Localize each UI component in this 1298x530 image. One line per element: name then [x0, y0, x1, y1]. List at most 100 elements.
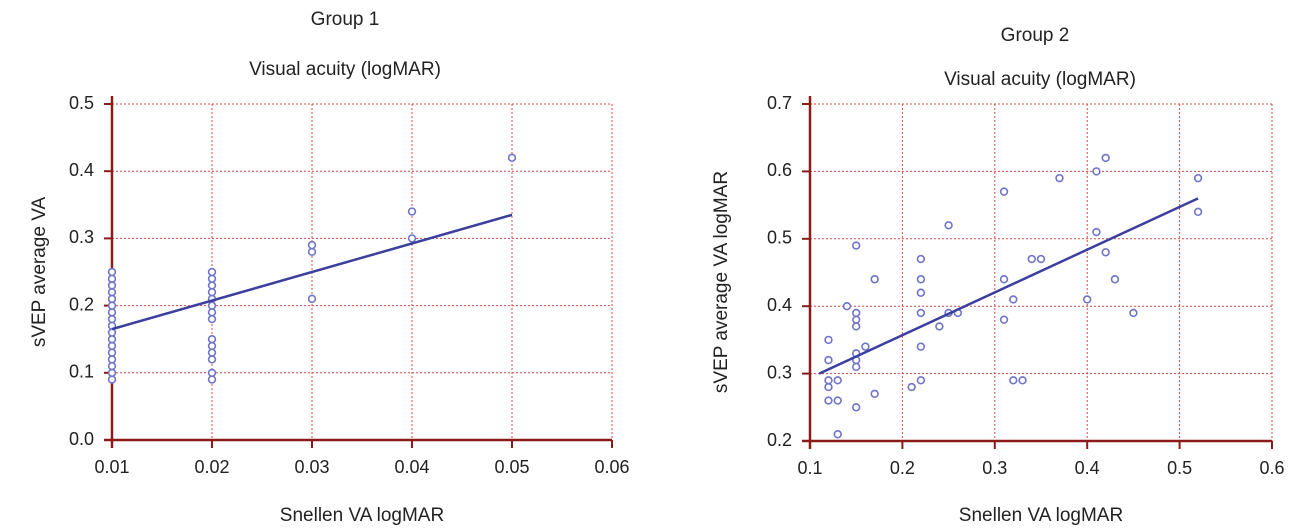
- x-tick-label: 0.05: [494, 457, 529, 477]
- scatter-point: [1018, 376, 1027, 385]
- y-axis-title: sVEP average VA logMAR: [711, 171, 732, 393]
- scatter-point: [207, 274, 217, 283]
- scatter-point: [107, 314, 117, 324]
- scatter-point: [107, 361, 117, 371]
- scatter-point: [851, 315, 861, 324]
- scatter-point: [107, 355, 117, 364]
- scatter-point: [207, 341, 217, 351]
- scatter-point: [107, 274, 117, 283]
- scatter-point: [107, 301, 117, 310]
- x-axis-title: Snellen VA logMAR: [280, 505, 444, 526]
- scatter-point: [916, 275, 926, 284]
- scatter-point: [107, 335, 117, 344]
- x-axis-title: Snellen VA logMAR: [959, 505, 1123, 526]
- scatter-point: [1193, 173, 1203, 183]
- scatter-point: [1110, 275, 1120, 284]
- y-tick-label: 0.6: [767, 160, 792, 180]
- scatter-point: [1082, 295, 1092, 304]
- scatter-point: [207, 335, 217, 344]
- scatter-point: [1092, 227, 1101, 237]
- scatter-point: [207, 308, 217, 317]
- scatter-point: [916, 308, 926, 318]
- y-tick-label: 0.7: [767, 93, 792, 113]
- scatter-point: [107, 328, 117, 337]
- x-tick-label: 0.5: [1167, 458, 1192, 478]
- scatter-point: [935, 322, 944, 331]
- x-tick-label: 0.03: [294, 457, 329, 477]
- scatter-point: [824, 376, 833, 385]
- scatter-point: [851, 308, 861, 318]
- scatter-point: [107, 348, 117, 357]
- scatter-point: [107, 368, 117, 377]
- scatter-point: [824, 355, 833, 365]
- y-tick-label: 0.3: [767, 362, 792, 382]
- scatter-point: [307, 294, 317, 304]
- scatter-point: [1027, 254, 1036, 264]
- scatter-point: [916, 342, 926, 351]
- x-tick-label: 0.02: [194, 457, 229, 477]
- y-tick-label: 0.5: [767, 228, 792, 248]
- scatter-point: [999, 187, 1009, 196]
- y-axis-title: sVEP average VA: [29, 197, 50, 348]
- scatter-point: [824, 382, 833, 392]
- scatter-point: [207, 287, 217, 297]
- x-tick-label: 0.01: [94, 457, 129, 477]
- scatter-point: [833, 430, 842, 439]
- x-tick-label: 0.3: [982, 458, 1007, 478]
- chart-subtitle: Visual acuity (logMAR): [944, 69, 1136, 90]
- scatter-point: [907, 382, 916, 392]
- scatter-point: [870, 275, 879, 284]
- scatter-point: [851, 241, 861, 250]
- scatter-point: [307, 240, 317, 250]
- scatter-point: [861, 342, 870, 351]
- scatter-point: [1009, 376, 1018, 385]
- scatter-point: [916, 376, 926, 385]
- scatter-point: [107, 287, 117, 297]
- scatter-point: [407, 207, 417, 216]
- scatter-point: [207, 375, 217, 384]
- y-tick-label: 0.2: [767, 430, 792, 450]
- scatter-point: [207, 281, 217, 290]
- chart-title: Group 1: [311, 9, 380, 30]
- x-tick-label: 0.2: [890, 458, 915, 478]
- scatter-point: [999, 315, 1009, 324]
- y-tick-label: 0.2: [69, 294, 94, 314]
- y-tick-label: 0.1: [69, 362, 94, 382]
- chart-title: Group 2: [1001, 25, 1070, 46]
- scatter-point: [870, 389, 879, 399]
- scatter-point: [207, 348, 217, 357]
- x-tick-label: 0.4: [1075, 458, 1100, 478]
- scatter-point: [916, 288, 926, 297]
- scatter-point: [1009, 295, 1018, 304]
- scatter-point: [207, 267, 217, 277]
- scatter-point: [851, 322, 861, 331]
- scatter-point: [107, 341, 117, 351]
- scatter-point: [851, 362, 861, 372]
- scatter-point: [1036, 254, 1046, 264]
- scatter-point: [999, 275, 1009, 284]
- scatter-point: [107, 267, 117, 277]
- scatter-point: [833, 396, 842, 405]
- scatter-point: [507, 153, 517, 162]
- regression-line: [111, 213, 513, 331]
- scatter-point: [307, 247, 317, 257]
- scatter-point: [833, 376, 842, 385]
- scatter-point: [842, 302, 852, 311]
- y-tick-label: 0.4: [69, 160, 94, 180]
- y-tick-label: 0.0: [69, 429, 94, 449]
- scatter-point: [824, 335, 833, 345]
- x-tick-label: 0.1: [797, 458, 822, 478]
- scatter-point: [1055, 173, 1064, 183]
- scatter-point: [107, 294, 117, 304]
- scatter-point: [1101, 248, 1110, 257]
- scatter-point: [944, 221, 953, 230]
- scatter-point: [1101, 153, 1110, 163]
- x-tick-label: 0.6: [1259, 458, 1284, 478]
- scatter-point: [824, 396, 833, 405]
- scatter-point: [107, 375, 117, 384]
- y-tick-label: 0.5: [69, 93, 94, 113]
- scatter-point: [107, 308, 117, 317]
- x-tick-label: 0.04: [394, 457, 429, 477]
